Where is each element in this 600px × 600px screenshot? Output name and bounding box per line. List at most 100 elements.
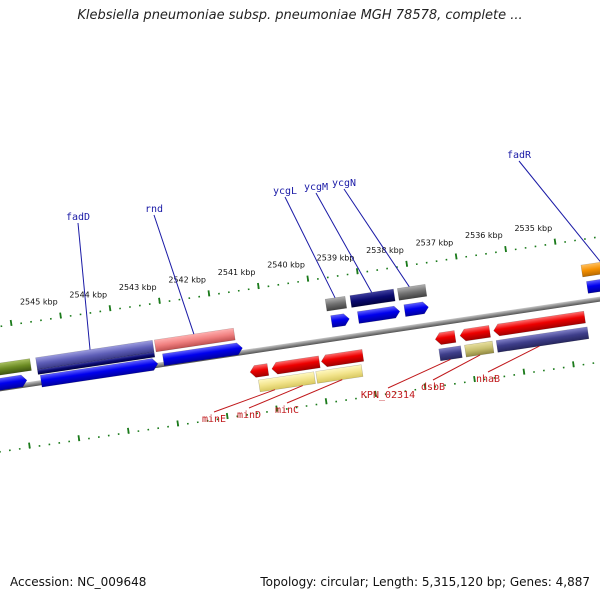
gene-label-mine[interactable]: minE xyxy=(202,414,226,425)
gene-label-rnd[interactable]: rnd xyxy=(145,204,163,215)
tick-label: 2535 kbp xyxy=(514,224,552,233)
ruler-dot xyxy=(218,292,220,295)
gene-feature[interactable] xyxy=(320,349,365,367)
gene-leader-line xyxy=(284,196,336,299)
ruler-dot xyxy=(295,406,298,409)
ruler-dot xyxy=(414,388,417,391)
gene-label-ycgm[interactable]: ycgM xyxy=(304,182,328,193)
ruler-major-tick xyxy=(176,420,180,427)
ruler-dot xyxy=(444,384,446,387)
ruler-dot xyxy=(147,428,150,431)
ruler-major-tick xyxy=(225,412,229,420)
gene-leader-line xyxy=(153,214,195,335)
gene-feature[interactable] xyxy=(438,345,463,362)
gene-label-fadd[interactable]: fadD xyxy=(66,212,90,223)
ruler-major-tick xyxy=(423,383,427,390)
gene-label-kpn_02314[interactable]: KPN_02314 xyxy=(361,390,415,401)
ruler-dot xyxy=(277,283,280,286)
gene-label-dsbb[interactable]: dsbB xyxy=(421,382,445,393)
gene-feature[interactable] xyxy=(434,330,457,346)
gene-feature[interactable] xyxy=(271,355,321,375)
gene-feature[interactable] xyxy=(162,342,243,367)
ruler-dot xyxy=(434,385,437,388)
ruler-dot xyxy=(584,238,586,240)
ruler-major-tick xyxy=(504,245,507,253)
ruler-dot xyxy=(237,289,240,292)
ruler-dot xyxy=(386,267,389,270)
ruler-dot xyxy=(285,408,288,410)
ruler-dot xyxy=(18,447,21,450)
ruler-dot xyxy=(58,442,61,444)
gene-label-ycgl[interactable]: ycgL xyxy=(273,186,297,197)
gene-leader-line xyxy=(248,385,303,409)
ruler-dot xyxy=(206,419,209,422)
ruler-dot xyxy=(236,415,239,418)
gene-leader-line xyxy=(213,389,276,413)
ruler-major-tick xyxy=(454,253,458,260)
ruler-dot xyxy=(256,412,258,415)
ruler-dot xyxy=(562,366,565,369)
gene-feature[interactable] xyxy=(459,325,491,342)
gene-feature[interactable] xyxy=(37,351,156,375)
gene-feature[interactable] xyxy=(330,313,351,328)
ruler-dot xyxy=(326,276,329,279)
ruler-dot xyxy=(119,307,121,310)
gene-feature[interactable] xyxy=(0,374,28,394)
gene-leader-line xyxy=(77,222,91,350)
gene-feature[interactable] xyxy=(403,301,430,317)
ruler-dot xyxy=(138,304,141,307)
gene-feature[interactable] xyxy=(349,288,396,308)
ruler-dot xyxy=(69,314,72,317)
ruler-dot xyxy=(266,411,268,413)
gene-label-fadr[interactable]: fadR xyxy=(507,150,532,161)
ruler-dot xyxy=(305,405,308,407)
ruler-major-tick xyxy=(306,275,310,282)
gene-feature[interactable] xyxy=(324,296,348,312)
gene-feature[interactable] xyxy=(493,310,586,337)
gene-feature[interactable] xyxy=(0,358,32,378)
ruler-dot xyxy=(485,252,487,255)
ruler-dot xyxy=(475,254,478,257)
gene-label-nhab[interactable]: nhaB xyxy=(476,374,500,385)
gene-feature[interactable] xyxy=(315,364,364,384)
ruler-dot xyxy=(524,246,527,249)
ruler-major-tick xyxy=(207,290,211,297)
gene-label-minc[interactable]: minC xyxy=(275,405,299,416)
ruler-major-tick xyxy=(9,319,13,327)
gene-feature[interactable] xyxy=(154,327,236,353)
gene-leader-line xyxy=(343,188,410,287)
ruler-major-tick xyxy=(374,390,377,397)
ruler-dot xyxy=(415,263,418,266)
gene-feature[interactable] xyxy=(258,371,316,393)
gene-label-ycgn[interactable]: ycgN xyxy=(332,178,356,189)
ruler-dot xyxy=(267,285,270,288)
ruler-dot xyxy=(246,413,249,416)
tick-label: 2539 kbp xyxy=(317,253,355,262)
gene-feature[interactable] xyxy=(495,326,590,353)
ruler-dot xyxy=(88,437,90,440)
ruler-dot xyxy=(316,278,319,280)
gene-leader-line xyxy=(432,354,481,381)
gene-leader-line xyxy=(487,345,540,373)
ruler-dot xyxy=(68,440,71,443)
gene-label-mind[interactable]: minD xyxy=(237,410,261,421)
gene-feature[interactable] xyxy=(464,340,495,358)
gene-feature[interactable] xyxy=(249,363,270,379)
ruler-major-tick xyxy=(522,368,526,375)
ruler-dot xyxy=(465,255,468,258)
ruler-dot xyxy=(534,245,537,248)
ruler-dot xyxy=(0,450,1,453)
ruler-dot xyxy=(38,444,41,447)
ruler-dot xyxy=(503,375,506,378)
ruler-major-tick xyxy=(572,361,575,368)
gene-features xyxy=(0,258,600,394)
gene-feature[interactable] xyxy=(586,275,600,294)
ruler-dot xyxy=(99,310,102,313)
ruler-dot xyxy=(148,303,151,305)
ruler-major-tick xyxy=(324,398,328,405)
gene-feature[interactable] xyxy=(397,284,428,301)
ruler-dot xyxy=(592,362,595,365)
gene-feature[interactable] xyxy=(580,258,600,278)
gene-feature[interactable] xyxy=(39,358,159,388)
gene-feature[interactable] xyxy=(357,305,401,324)
